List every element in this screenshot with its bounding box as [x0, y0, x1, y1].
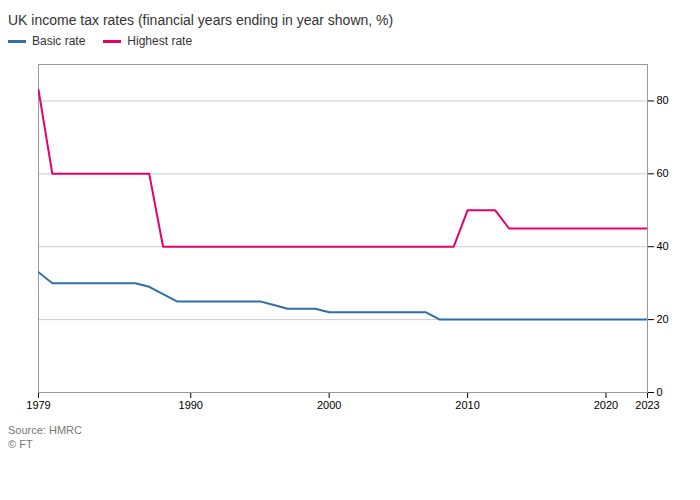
- svg-text:80: 80: [657, 94, 669, 106]
- html-text:Highest rate: Highest rate: [127, 34, 193, 48]
- html-text:Basic rate: Basic rate: [32, 34, 86, 48]
- svg-text:60: 60: [657, 167, 669, 179]
- html-text:© FT: © FT: [8, 438, 33, 450]
- svg-text:2020: 2020: [594, 399, 618, 411]
- svg-text:20: 20: [657, 313, 669, 325]
- svg-text:1990: 1990: [179, 399, 203, 411]
- svg-text:2000: 2000: [317, 399, 341, 411]
- svg-text:0: 0: [657, 386, 663, 398]
- svg-text:2010: 2010: [455, 399, 479, 411]
- html-text:UK income tax rates (financial: UK income tax rates (financial years end…: [8, 12, 394, 28]
- svg-text:1979: 1979: [26, 399, 50, 411]
- svg-text:2023: 2023: [635, 399, 659, 411]
- svg-text:40: 40: [657, 240, 669, 252]
- html-text:Source: HMRC: Source: HMRC: [8, 424, 82, 436]
